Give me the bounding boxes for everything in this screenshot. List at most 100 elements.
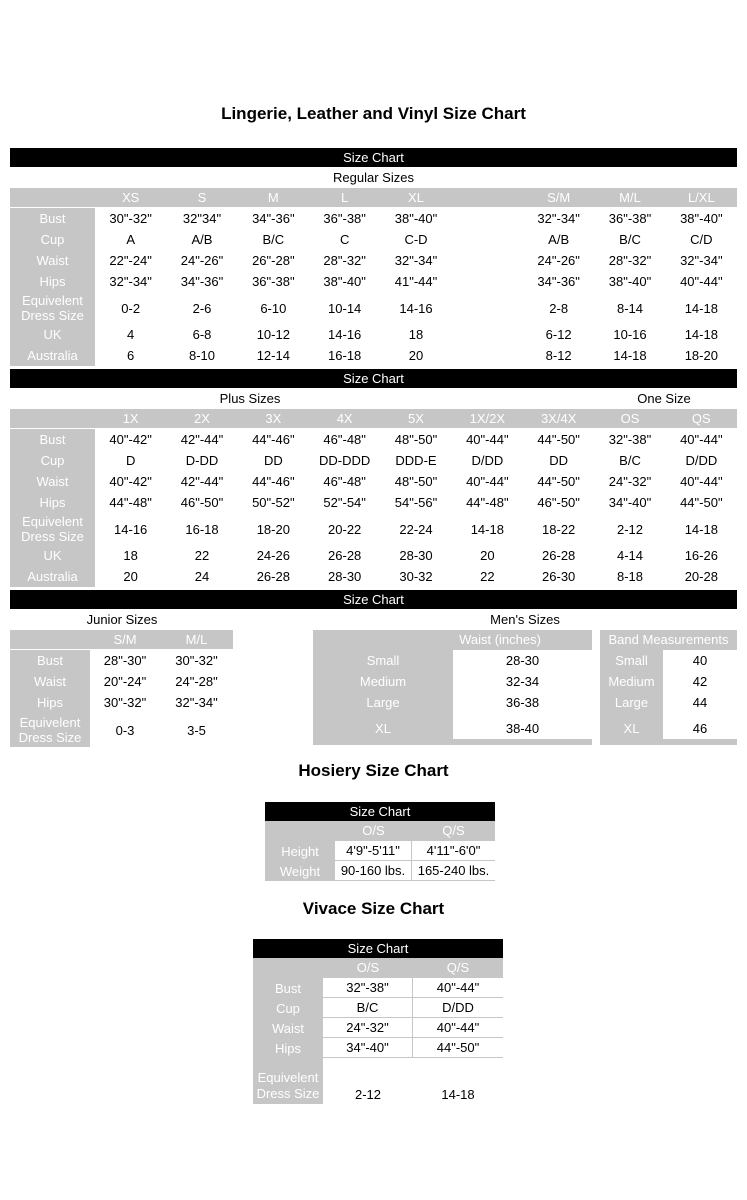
column-header: M/L [160,630,233,650]
page-title: Lingerie, Leather and Vinyl Size Chart [221,104,526,123]
size-cell: 38"-40" [594,271,666,292]
table-row: Medium 32-34 [313,671,592,692]
one-size-heading: One Size [637,391,691,406]
row-label: Height [265,841,335,861]
size-cell: 40"-42" [95,429,167,450]
mens-sizes-heading: Men's Sizes [490,612,560,627]
size-cell [451,229,523,250]
hosiery-table: O/S Q/S Height 4'9"-5'11" 4'11"-6'0" Wei… [265,821,495,881]
mens-band-table: Band Measurements Small 40 Medium 42 Lar… [600,630,737,747]
size-cell: 42"-44" [166,429,238,450]
size-cell: 12-14 [237,345,309,366]
table-bottom-pad [600,739,737,745]
column-header: S/M [523,188,595,208]
size-cell: D-DD [166,450,238,471]
vivace-size-chart: Size Chart O/S Q/S Bust 32"-38" 40"-44" … [253,939,503,1104]
table-row: XL 38-40 [313,718,592,739]
size-cell: 32"-38" [594,429,666,450]
size-cell: 6-10 [237,292,309,324]
size-cell: 24"-26" [166,250,238,271]
size-cell: 40"-44" [665,429,737,450]
size-cell: 48"-50" [380,471,452,492]
size-cell: 34"-36" [523,271,595,292]
size-cell: DD-DDD [309,450,381,471]
mens-sizes-tables: Waist (inches) Small 28-30 Medium 32-34 … [313,630,737,747]
size-cell: DD [237,450,309,471]
size-cell: 28-30 [453,650,592,671]
row-label: Australia [10,345,95,366]
column-header: Q/S [413,958,503,978]
row-label: Hips [10,692,90,713]
size-cell: D/DD [413,998,503,1018]
size-cell: 14-18 [594,345,666,366]
size-cell: 3-5 [160,713,233,747]
row-label: XL [313,718,453,739]
row-label: Waist [253,1018,323,1038]
size-cell: 34"-40" [594,492,666,513]
bottom-tables: S/M M/L Bust 28"-30" 30"-32" Waist 20"-2… [10,630,737,747]
table-row: Small 28-30 [313,650,592,671]
size-cell [451,324,523,345]
size-cell: 34"-36" [166,271,238,292]
column-header: M/L [594,188,666,208]
size-cell: 32"-34" [160,692,233,713]
size-cell: 30"-32" [160,650,233,671]
plus-sizes-heading: Plus Sizes [219,391,281,406]
size-cell: 4'11"-6'0" [412,841,495,861]
size-chart-bar: Size Chart [10,369,737,388]
row-spacer [323,1058,413,1071]
size-cell: 24"-32" [323,1018,413,1038]
size-cell: 28-30 [309,566,381,587]
size-cell: 46"-48" [309,471,381,492]
size-cell: 18-20 [237,513,309,545]
size-cell: 10-12 [237,324,309,345]
size-cell: 34"-40" [323,1038,413,1058]
regular-sizes-heading-row: Regular Sizes [10,167,737,188]
size-cell: 28-30 [380,545,452,566]
size-cell: 32"-34" [95,271,167,292]
size-cell: 4'9"-5'11" [335,841,412,861]
row-label: UK [10,545,95,566]
size-cell: 16-18 [166,513,238,545]
row-label: Bust [10,429,95,450]
row-spacer [413,1058,503,1071]
size-cell: B/C [237,229,309,250]
size-cell: 38-40 [453,718,592,739]
size-cell: 8-18 [594,566,666,587]
size-cell: 36-38 [453,692,592,713]
size-cell: 40"-44" [665,471,737,492]
size-cell [451,271,523,292]
size-cell: 6-8 [166,324,238,345]
size-chart-bar: Size Chart [10,148,737,167]
size-cell: 22-24 [380,513,452,545]
size-cell: D/DD [451,450,523,471]
column-header: Q/S [412,821,495,841]
row-spacer [600,713,737,718]
size-chart-bar: Size Chart [253,939,503,958]
row-label: Equivelent Dress Size [10,513,95,545]
size-cell: 32"-34" [380,250,452,271]
size-cell: 20 [95,566,167,587]
column-header: 4X [309,409,381,429]
row-label: Large [313,692,453,713]
size-cell: 8-10 [166,345,238,366]
size-cell: 24-26 [237,545,309,566]
size-cell [451,292,523,324]
vivace-table: O/S Q/S Bust 32"-38" 40"-44" Cup B/C D/D… [253,958,503,1104]
size-cell: 40"-44" [413,1018,503,1038]
size-cell: 4 [95,324,167,345]
mens-band-header: Band Measurements [600,630,737,650]
size-cell: 24"-32" [594,471,666,492]
size-cell: 14-18 [413,1071,503,1104]
header-corner [10,188,95,208]
size-cell: 0-2 [95,292,167,324]
column-header: L/XL [665,188,737,208]
size-cell: 28"-32" [594,250,666,271]
size-cell: 18 [380,324,452,345]
header-corner [10,630,90,650]
size-cell: 38"-40" [309,271,381,292]
size-cell: 46"-48" [309,429,381,450]
row-label: Medium [313,671,453,692]
size-cell: 2-6 [166,292,238,324]
size-cell: 40"-42" [95,471,167,492]
